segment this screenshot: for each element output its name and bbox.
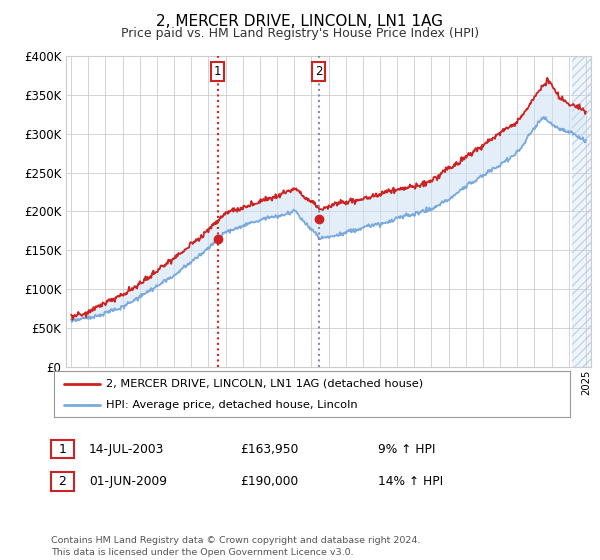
Text: 14-JUL-2003: 14-JUL-2003 [89,442,164,456]
Text: Price paid vs. HM Land Registry's House Price Index (HPI): Price paid vs. HM Land Registry's House … [121,27,479,40]
Text: 14% ↑ HPI: 14% ↑ HPI [378,475,443,488]
Text: 9% ↑ HPI: 9% ↑ HPI [378,442,436,456]
Text: 2: 2 [315,65,322,78]
Text: 01-JUN-2009: 01-JUN-2009 [89,475,167,488]
Text: 2: 2 [58,475,67,488]
Text: Contains HM Land Registry data © Crown copyright and database right 2024.
This d: Contains HM Land Registry data © Crown c… [51,536,421,557]
Bar [572,56,595,367]
Text: HPI: Average price, detached house, Lincoln: HPI: Average price, detached house, Linc… [106,400,357,410]
Text: 1: 1 [58,442,67,456]
Text: £163,950: £163,950 [240,442,298,456]
Text: 2, MERCER DRIVE, LINCOLN, LN1 1AG (detached house): 2, MERCER DRIVE, LINCOLN, LN1 1AG (detac… [106,379,423,389]
Text: 2, MERCER DRIVE, LINCOLN, LN1 1AG: 2, MERCER DRIVE, LINCOLN, LN1 1AG [157,14,443,29]
Bar [572,56,595,367]
Text: 1: 1 [214,65,221,78]
Text: £190,000: £190,000 [240,475,298,488]
